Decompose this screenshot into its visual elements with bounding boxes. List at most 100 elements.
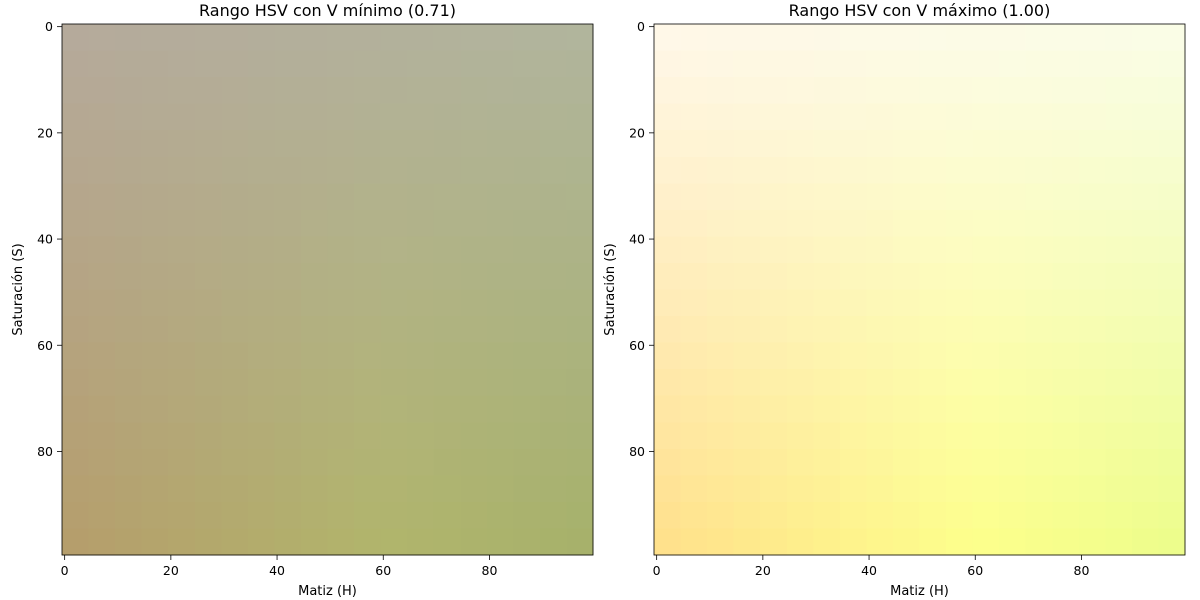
heatmap-cell: [380, 183, 408, 211]
heatmap-cell: [733, 77, 761, 105]
heatmap-cell: [300, 395, 329, 423]
heatmap-cell: [972, 236, 1000, 264]
heatmap-cell: [919, 77, 947, 105]
heatmap-cell: [1105, 448, 1133, 476]
heatmap-cell: [654, 528, 682, 556]
heatmap-cell: [866, 316, 894, 344]
heatmap-cell: [354, 77, 382, 105]
heatmap-cell: [707, 183, 735, 211]
heatmap-cell: [839, 50, 867, 78]
heatmap-cell: [274, 183, 302, 211]
x-tick-label: 0: [61, 563, 69, 578]
heatmap-cell: [813, 316, 841, 344]
heatmap-cell: [62, 422, 90, 450]
heatmap-cell: [999, 316, 1027, 344]
heatmap-cell: [946, 156, 974, 184]
heatmap-cell: [654, 77, 682, 105]
heatmap-cell: [919, 289, 947, 317]
heatmap-cell: [247, 209, 275, 237]
x-tick-label: 80: [482, 563, 498, 578]
heatmap-cell: [115, 262, 143, 291]
heatmap-cell: [1052, 156, 1080, 184]
heatmap-cell: [486, 501, 514, 530]
heatmap-cell: [407, 130, 435, 158]
heatmap-cell: [486, 103, 514, 131]
heatmap-cell: [433, 475, 461, 503]
heatmap-cell: [460, 24, 488, 52]
heatmap-cell: [354, 289, 382, 317]
heatmap-cell: [1131, 422, 1160, 450]
heatmap-cell: [1052, 289, 1080, 317]
heatmap-cell: [707, 316, 735, 344]
heatmap-cell: [194, 77, 222, 105]
heatmap-cell: [1078, 103, 1106, 131]
heatmap-cell: [194, 448, 222, 476]
heatmap-cell: [946, 209, 974, 237]
heatmap-cell: [1025, 262, 1053, 291]
heatmap-cell: [380, 369, 408, 397]
heatmap-cell: [760, 236, 788, 264]
heatmap-cell: [1158, 103, 1186, 131]
heatmap-cell: [999, 103, 1027, 131]
heatmap-cell: [1078, 130, 1106, 158]
heatmap-cell: [380, 50, 408, 78]
heatmap-cell: [115, 528, 143, 556]
heatmap-cell: [221, 448, 249, 476]
heatmap-cell: [460, 289, 488, 317]
heatmap-cell: [786, 395, 814, 423]
heatmap-cell: [707, 342, 735, 370]
heatmap-cell: [327, 50, 355, 78]
heatmap-cell: [892, 77, 921, 105]
heatmap-cell: [1158, 183, 1186, 211]
heatmap-cell: [1131, 103, 1160, 131]
heatmap-cell: [168, 448, 196, 476]
heatmap-cell: [1158, 316, 1186, 344]
plot-frame: [61, 23, 594, 556]
heatmap-cell: [300, 24, 329, 52]
heatmap-cell: [972, 24, 1000, 52]
heatmap-cell: [1131, 262, 1160, 291]
heatmap-cell: [168, 24, 196, 52]
plot-frame: [653, 23, 1186, 556]
heatmap-cell: [999, 289, 1027, 317]
heatmap-cell: [194, 369, 222, 397]
heatmap-cell: [407, 77, 435, 105]
heatmap-cell: [972, 77, 1000, 105]
heatmap-cell: [327, 103, 355, 131]
heatmap-cell: [919, 50, 947, 78]
heatmap-cell: [566, 316, 594, 344]
heatmap-cell: [486, 448, 514, 476]
heatmap-cell: [300, 448, 329, 476]
heatmap-cell: [866, 289, 894, 317]
heatmap-cell: [733, 422, 761, 450]
heatmap-cell: [786, 528, 814, 556]
heatmap-cell: [354, 528, 382, 556]
heatmap-cell: [247, 103, 275, 131]
heatmap-cell: [407, 395, 435, 423]
heatmap-cell: [707, 209, 735, 237]
y-axis-label: Saturación (S): [603, 243, 618, 335]
chart-title: Rango HSV con V máximo (1.00): [789, 1, 1051, 20]
heatmap-cell: [194, 316, 222, 344]
heatmap-cell: [760, 369, 788, 397]
heatmap-cell: [1105, 422, 1133, 450]
heatmap-cell: [460, 475, 488, 503]
heatmap-cell: [539, 395, 568, 423]
heatmap-cell: [539, 448, 568, 476]
heatmap-cell: [539, 422, 568, 450]
heatmap-cell: [380, 528, 408, 556]
heatmap-cell: [919, 369, 947, 397]
x-tick-label: 0: [653, 563, 661, 578]
heatmap-cell: [141, 501, 169, 530]
heatmap-cell: [221, 24, 249, 52]
heatmap-cell: [221, 50, 249, 78]
heatmap-cell: [539, 289, 568, 317]
heatmap-cell: [354, 475, 382, 503]
heatmap-cell: [486, 130, 514, 158]
heatmap-cell: [760, 475, 788, 503]
heatmap-cell: [115, 501, 143, 530]
heatmap-cell: [839, 262, 867, 291]
heatmap-cell: [407, 448, 435, 476]
heatmap-cell: [300, 156, 329, 184]
heatmap-cell: [680, 342, 708, 370]
